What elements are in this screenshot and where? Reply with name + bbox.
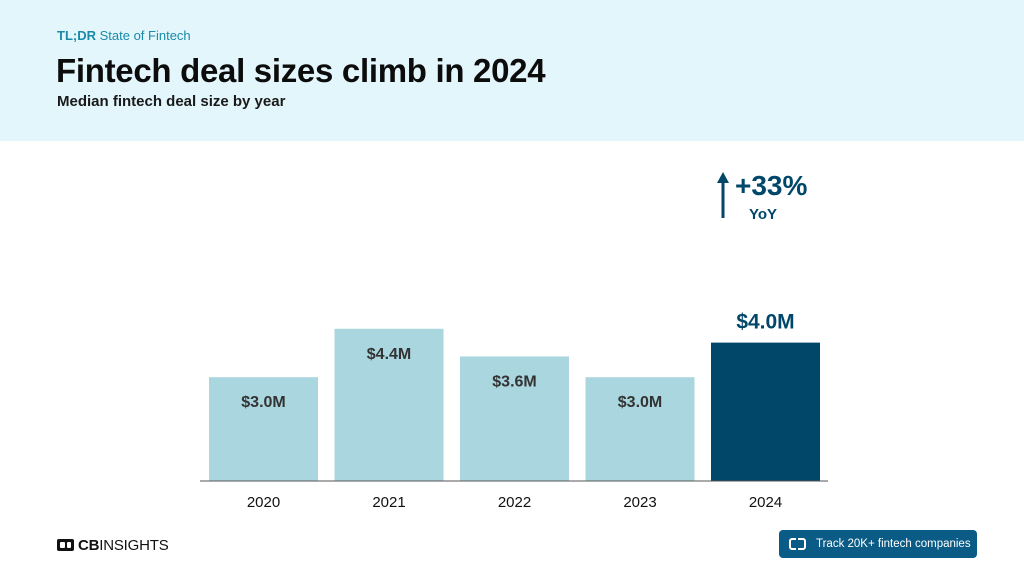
data-label-2022: $3.6M [492, 373, 536, 390]
x-tick-label-2023: 2023 [623, 494, 656, 511]
bar-chart: $3.0M 2020 $4.4M 2021 $3.6M 2022 $3.0M 2023 $4.0… [200, 170, 828, 511]
x-tick-label-2021: 2021 [372, 494, 405, 511]
x-tick-label-2024: 2024 [749, 494, 782, 511]
annotation-period: YoY [749, 206, 777, 223]
logo-text-rest: INSIGHTS [99, 536, 169, 554]
cbinsights-logo-icon [57, 539, 74, 551]
bar-2021 [334, 328, 444, 481]
bar-2020 [209, 377, 318, 481]
x-tick-label-2022: 2022 [498, 494, 531, 511]
header-band: TL;DR State of Fintech Fintech deal size… [0, 0, 1024, 141]
track-companies-button[interactable]: Track 20K+ fintech companies [779, 530, 977, 558]
data-label-2023: $3.0M [618, 394, 662, 411]
page-title: Fintech deal sizes climb in 2024 [56, 52, 546, 89]
up-arrow-head-icon [717, 172, 729, 183]
track-companies-label: Track 20K+ fintech companies [816, 538, 971, 550]
page-subtitle: Median fintech deal size by year [57, 93, 286, 110]
eyebrow-rest: State of Fintech [96, 28, 191, 43]
bar-2023 [585, 377, 695, 481]
logo-text-bold: CB [78, 536, 100, 554]
eyebrow-bold: TL;DR [57, 28, 96, 43]
bar-2024 [711, 342, 820, 481]
x-tick-label-2020: 2020 [247, 494, 280, 511]
data-label-2020: $3.0M [241, 394, 285, 411]
bar-2022 [460, 356, 569, 481]
eyebrow: TL;DR State of Fintech [57, 28, 191, 43]
cbinsights-logo: CB INSIGHTS [57, 536, 169, 554]
annotation-change: +33% [735, 170, 807, 201]
data-label-2021: $4.4M [367, 346, 411, 363]
data-label-2024: $4.0M [736, 311, 794, 334]
cbinsights-app-icon [789, 538, 806, 550]
